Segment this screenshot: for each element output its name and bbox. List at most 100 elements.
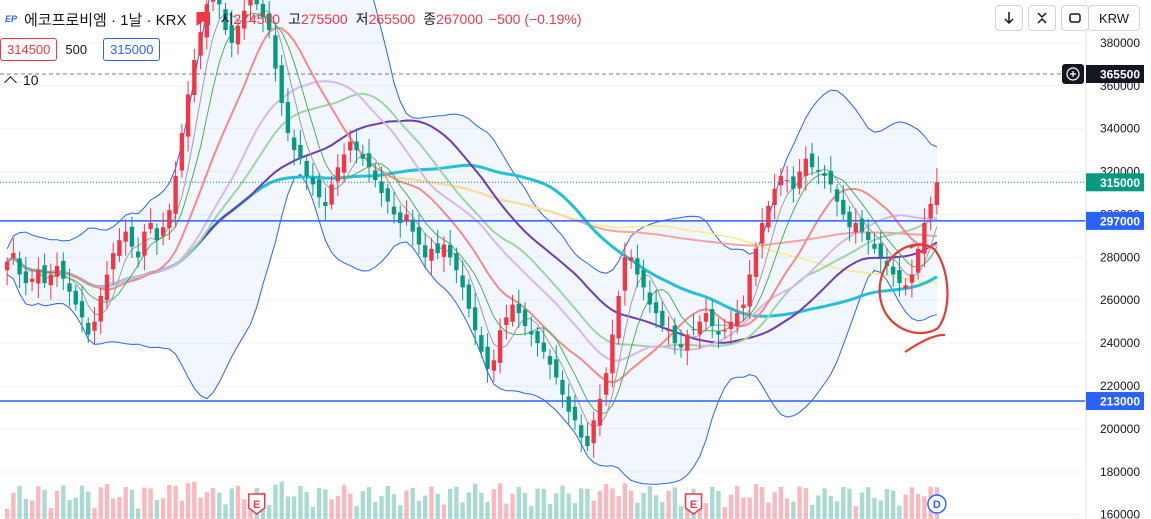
candle xyxy=(454,247,459,284)
volume-bar xyxy=(54,490,60,519)
ma-15-line xyxy=(6,26,938,384)
volume-bar xyxy=(235,485,241,519)
candle xyxy=(859,210,865,242)
volume-bar xyxy=(23,498,29,519)
indicators-collapse[interactable]: 10 xyxy=(0,72,39,89)
candle-body xyxy=(566,396,571,412)
volume-bar xyxy=(554,493,559,519)
candle-body xyxy=(741,304,746,309)
price-tag-label: 297000 xyxy=(1100,214,1140,228)
annotation-circle xyxy=(878,243,949,353)
candle xyxy=(697,315,702,350)
candle-body xyxy=(747,274,752,307)
scroll-down-button[interactable] xyxy=(995,5,1023,31)
candle xyxy=(909,259,915,298)
candle xyxy=(722,318,727,339)
volume-bar xyxy=(847,488,852,519)
add-alert-button[interactable] xyxy=(1062,63,1084,84)
volume-bar xyxy=(529,505,534,519)
volume-bar xyxy=(410,487,415,519)
candle-body xyxy=(653,302,659,314)
candle xyxy=(579,414,584,453)
volume-bar xyxy=(915,493,921,519)
candle xyxy=(429,238,434,275)
candle-body xyxy=(385,188,390,202)
volume-bar xyxy=(903,494,908,519)
arrow-down-icon xyxy=(1004,12,1014,25)
candle xyxy=(198,20,203,70)
candle xyxy=(260,0,266,33)
candle-body xyxy=(591,420,596,444)
indicator-upper-value[interactable]: 314500 xyxy=(0,38,58,61)
volume-bar xyxy=(179,500,185,519)
candle xyxy=(585,422,590,451)
candle xyxy=(566,383,571,424)
candle xyxy=(741,295,746,322)
candle xyxy=(348,129,353,163)
candle xyxy=(316,173,322,208)
candle-body xyxy=(822,173,827,176)
candle-body xyxy=(809,153,815,168)
candle xyxy=(803,146,809,191)
candle xyxy=(4,257,10,286)
candle xyxy=(310,162,316,196)
volume-bar xyxy=(466,492,472,519)
volume-bar xyxy=(142,487,147,519)
volume-bar xyxy=(73,497,78,519)
candle xyxy=(766,201,771,233)
volume-bar xyxy=(279,481,284,519)
indicator-lower-value[interactable]: 315000 xyxy=(103,38,161,61)
currency-select[interactable]: KRW xyxy=(1088,5,1140,31)
volume-bar xyxy=(772,492,777,519)
candle-body xyxy=(410,219,415,232)
candle-body xyxy=(142,231,147,256)
candle xyxy=(304,155,309,190)
volume-bar xyxy=(373,502,378,519)
candle xyxy=(73,284,78,311)
symbol-title[interactable]: 에코프로비엠 · 1날 · KRX xyxy=(24,11,187,29)
candle-body xyxy=(535,331,540,344)
candle-body xyxy=(373,170,378,181)
candle-body xyxy=(522,309,528,326)
candle xyxy=(92,306,97,344)
candle-body xyxy=(123,231,128,242)
volume-bar xyxy=(385,485,390,519)
volume-bar xyxy=(273,484,278,519)
candle xyxy=(447,230,453,266)
candle xyxy=(678,329,684,358)
volume-bar xyxy=(866,487,871,519)
candle xyxy=(354,128,359,164)
candle-body xyxy=(466,284,472,309)
candle xyxy=(591,411,596,458)
event-marker-label: E xyxy=(690,499,697,511)
volume-bar xyxy=(61,485,66,519)
candle-body xyxy=(685,334,690,351)
annotation-layer xyxy=(878,243,949,353)
event-marker: E xyxy=(684,493,703,515)
volume-bar xyxy=(816,495,821,519)
volume-bar xyxy=(79,485,85,519)
volume-bar xyxy=(441,504,447,519)
volume-bar xyxy=(323,489,328,519)
candle xyxy=(735,299,740,334)
candle xyxy=(248,0,253,20)
flag-icon[interactable] xyxy=(196,12,211,26)
volume-bar xyxy=(173,485,178,519)
volume-bar xyxy=(759,487,765,519)
candle xyxy=(335,153,341,197)
candle xyxy=(36,257,41,299)
candle-body xyxy=(329,184,334,205)
volume-bar xyxy=(104,483,110,519)
candle-body xyxy=(98,295,103,322)
bollinger-upper-line xyxy=(6,0,938,274)
candle xyxy=(167,203,172,240)
candle xyxy=(685,329,690,366)
candle-body xyxy=(660,311,665,326)
volume-bar xyxy=(541,488,546,519)
fullscreen-button[interactable] xyxy=(1061,5,1089,31)
collapse-button[interactable] xyxy=(1028,5,1056,31)
event-marker: D xyxy=(927,494,947,514)
candle xyxy=(635,244,640,288)
